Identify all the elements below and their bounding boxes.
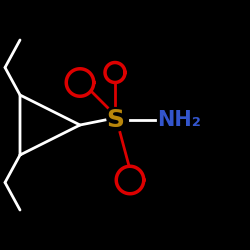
Text: S: S xyxy=(106,108,124,132)
Text: NH₂: NH₂ xyxy=(158,110,202,130)
